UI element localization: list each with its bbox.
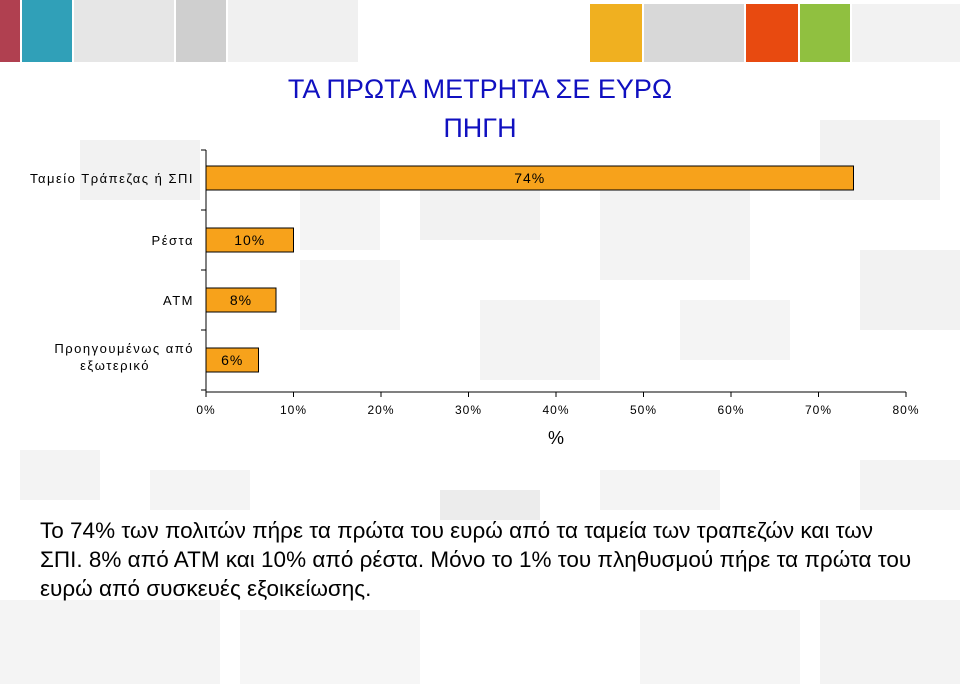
background-tile	[480, 300, 600, 380]
x-tick-label: 10%	[280, 403, 307, 417]
bar-value-label: 8%	[230, 292, 252, 308]
bar-value-label: 10%	[234, 232, 265, 248]
background-tile	[860, 250, 960, 330]
bar-value-label: 6%	[221, 352, 243, 368]
bar	[205, 287, 277, 313]
background-tile	[420, 190, 540, 240]
caption-text: Το 74% των πολιτών πήρε τα πρώτα του ευρ…	[40, 518, 912, 601]
background-tile	[74, 0, 174, 62]
background-tile	[590, 4, 642, 62]
background-tile	[800, 4, 850, 62]
x-tick-label: 60%	[717, 403, 744, 417]
background-tile	[860, 460, 960, 510]
background-tile	[680, 300, 790, 360]
background-tile	[640, 610, 800, 684]
category-label: Ταμείο Τράπεζας ή ΣΠΙ	[30, 171, 194, 186]
background-tile	[600, 470, 720, 510]
background-tile	[300, 260, 400, 330]
background-tile	[80, 140, 200, 200]
category-label: ΑΤΜ	[163, 293, 194, 308]
background-tile	[20, 450, 100, 500]
background-tile	[150, 470, 250, 510]
bar	[205, 227, 294, 253]
chart-subtitle: ΠΗΓΗ	[443, 113, 517, 143]
x-tick-label: 20%	[367, 403, 394, 417]
x-tick-label: 0%	[196, 403, 215, 417]
x-tick-label: 50%	[630, 403, 657, 417]
background-tile	[852, 4, 960, 62]
x-tick-label: 70%	[805, 403, 832, 417]
background-tile	[440, 490, 540, 520]
background-tile	[746, 4, 798, 62]
category-label: Ρέστα	[152, 233, 194, 248]
background-tile	[176, 0, 226, 62]
x-axis-label: %	[548, 428, 564, 448]
background-tile	[228, 0, 358, 62]
background-tile	[0, 0, 20, 62]
background-tile	[644, 4, 744, 62]
bar	[205, 347, 259, 373]
background-tile	[240, 610, 420, 684]
chart-title: ΤΑ ΠΡΩΤΑ ΜΕΤΡΗΤΑ ΣΕ ΕΥΡΩ	[287, 74, 673, 104]
x-tick-label: 30%	[455, 403, 482, 417]
background-tile	[820, 600, 960, 684]
background-tile	[300, 190, 380, 250]
x-tick-label: 40%	[542, 403, 569, 417]
background-tile	[600, 190, 750, 280]
background-tile	[22, 0, 72, 62]
background-tile	[0, 600, 220, 684]
bar	[205, 165, 854, 191]
x-tick-label: 80%	[892, 403, 919, 417]
category-label: Προηγουμένως από εξωτερικό	[54, 341, 194, 373]
bar-value-label: 74%	[514, 170, 545, 186]
